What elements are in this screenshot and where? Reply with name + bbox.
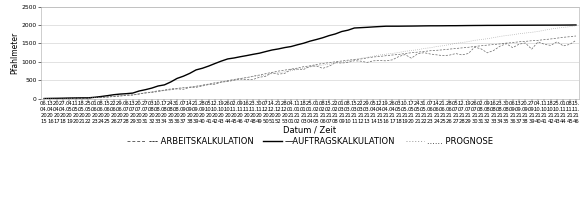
X-axis label: Datum / Zeit: Datum / Zeit: [284, 125, 336, 134]
Y-axis label: Pfahlmeter: Pfahlmeter: [10, 32, 19, 74]
Legend: --- ARBEITSKALKULATION, —AUFTRAGSKALKULATION, ...... PROGNOSE: --- ARBEITSKALKULATION, —AUFTRAGSKALKULA…: [123, 134, 497, 150]
